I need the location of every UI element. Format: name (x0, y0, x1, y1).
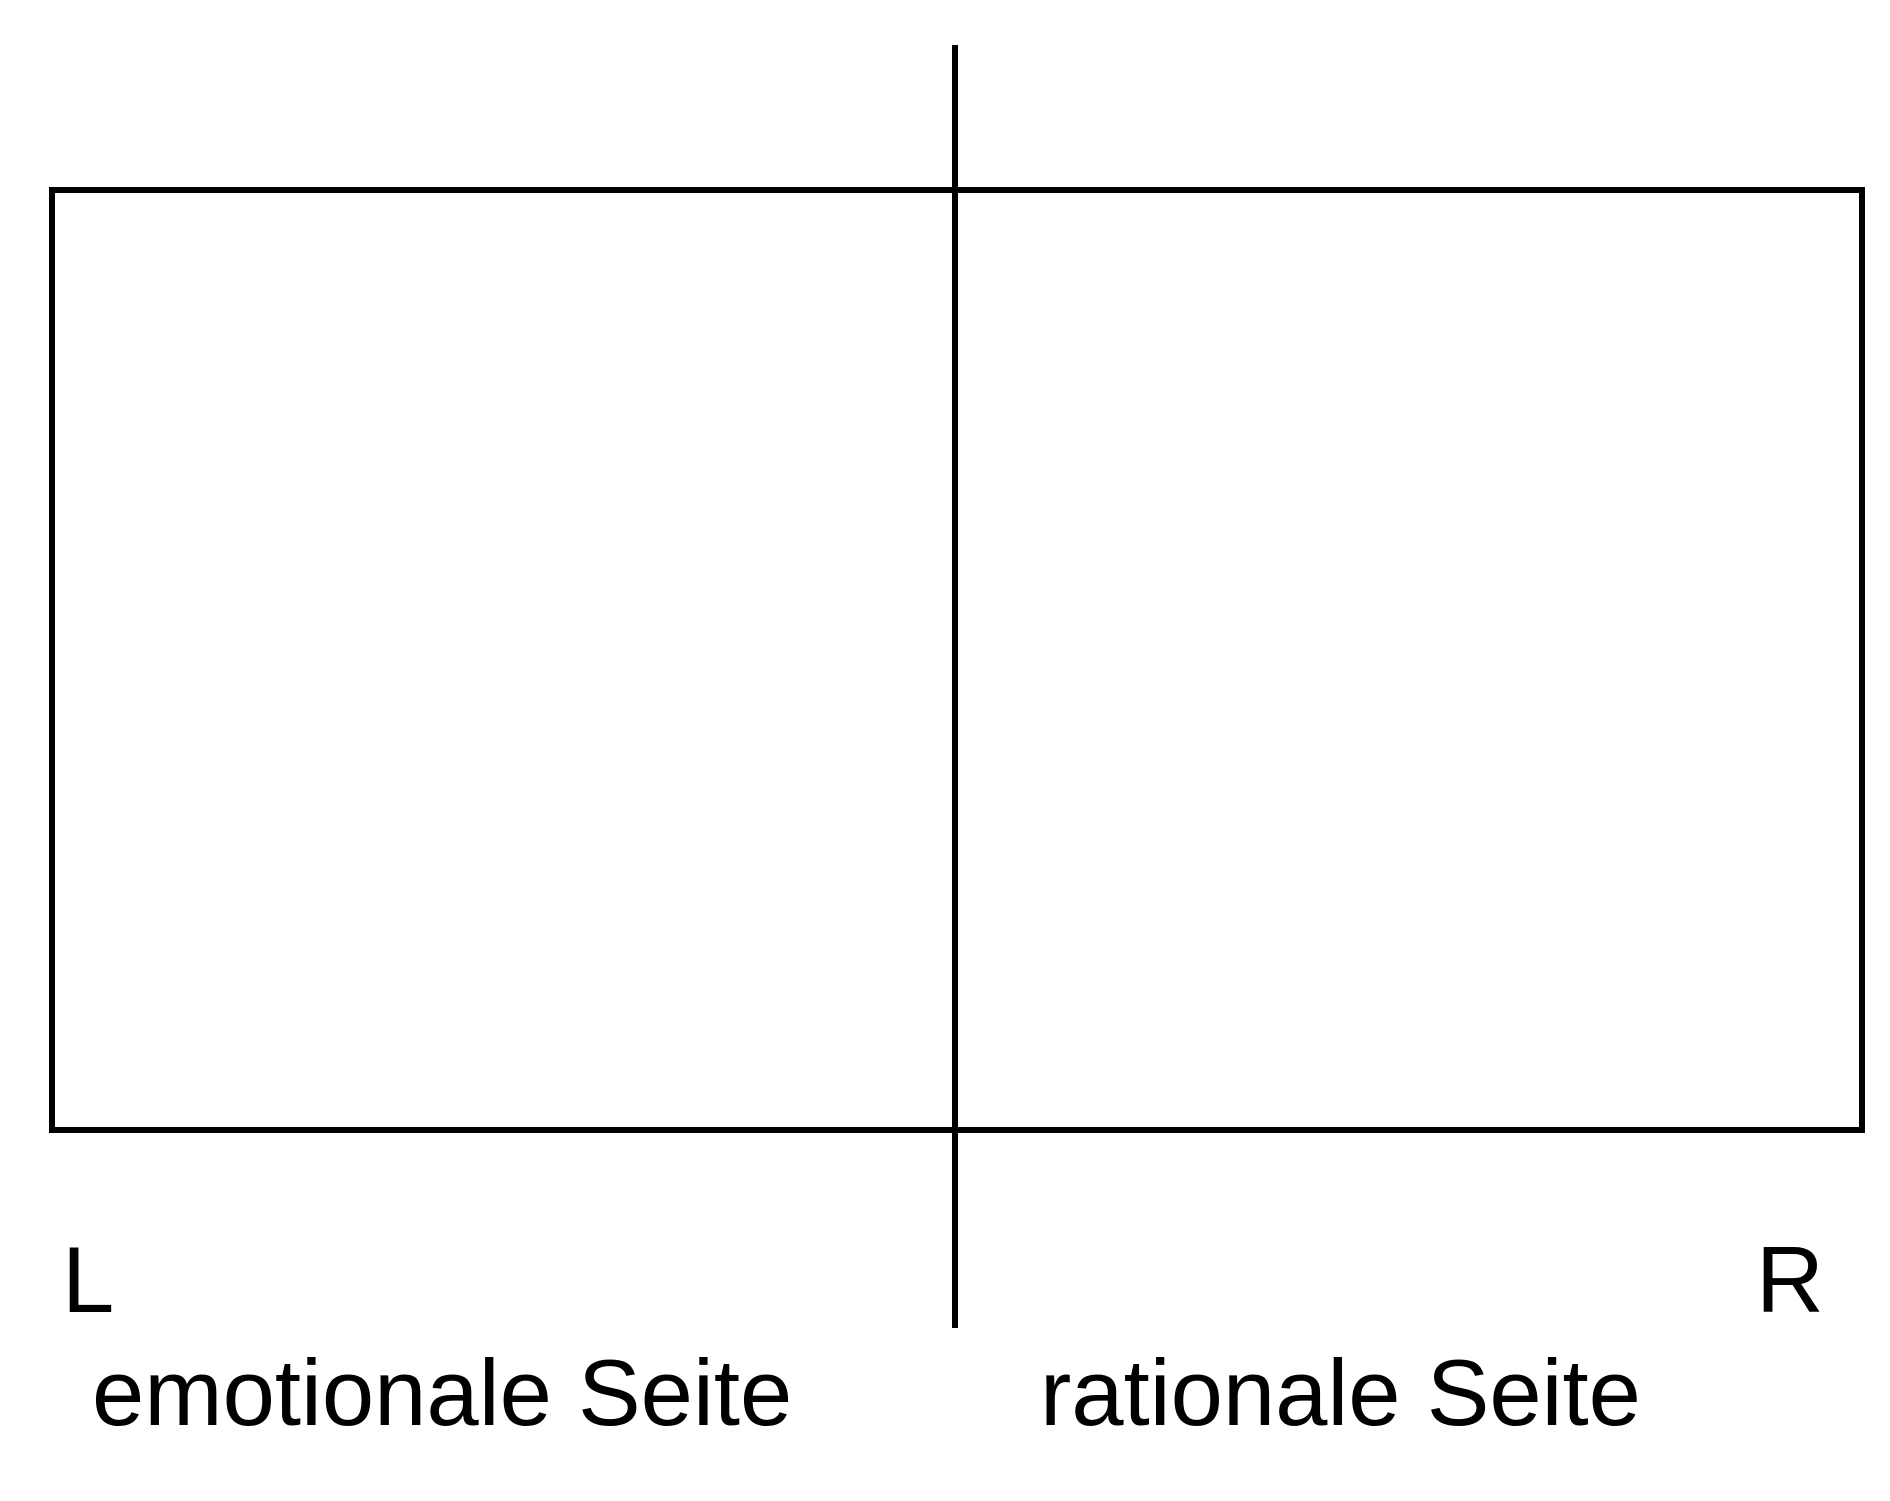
left-side-letter: L (62, 1227, 114, 1332)
right-side-caption: rationale Seite (1040, 1340, 1641, 1445)
left-side-caption: emotionale Seite (92, 1340, 792, 1445)
right-side-letter: R (1756, 1227, 1824, 1332)
